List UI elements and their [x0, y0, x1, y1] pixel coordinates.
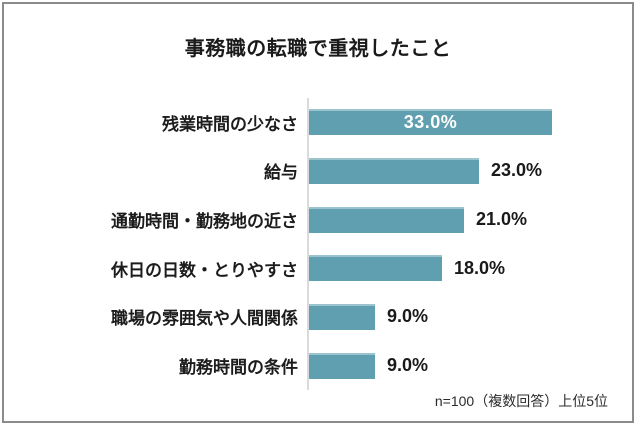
- bar-track: 33.0%: [300, 98, 632, 147]
- bar: [309, 157, 479, 184]
- category-label: 職場の雰囲気や人間関係: [111, 309, 298, 329]
- category-label: 通勤時間・勤務地の近さ: [111, 212, 298, 232]
- chart-row: 休日の日数・とりやすさ 18.0%: [4, 244, 632, 293]
- bar: 33.0%: [309, 109, 552, 136]
- bar-track: 18.0%: [300, 244, 632, 293]
- value-label: 18.0%: [454, 257, 506, 278]
- chart-row: 給与 23.0%: [4, 147, 632, 196]
- chart-row: 残業時間の少なさ 33.0%: [4, 98, 632, 147]
- bar-track: 21.0%: [300, 195, 632, 244]
- category-label: 給与: [264, 163, 298, 183]
- bar: [309, 255, 442, 282]
- chart-row: 職場の雰囲気や人間関係 9.0%: [4, 293, 632, 342]
- bar: [309, 206, 464, 233]
- vertical-axis-line: [307, 98, 309, 390]
- chart-title: 事務職の転職で重視したこと: [184, 38, 452, 60]
- value-label: 33.0%: [403, 111, 458, 132]
- category-label: 休日の日数・とりやすさ: [111, 260, 298, 280]
- bar: [309, 352, 375, 379]
- value-label: 9.0%: [387, 306, 429, 327]
- category-label: 勤務時間の条件: [179, 358, 298, 378]
- bar: [309, 303, 375, 330]
- bar-track: 9.0%: [300, 341, 632, 390]
- chart-row: 通勤時間・勤務地の近さ 21.0%: [4, 195, 632, 244]
- value-label: 23.0%: [491, 160, 543, 181]
- value-label: 21.0%: [476, 209, 528, 230]
- bar-track: 23.0%: [300, 147, 632, 196]
- chart-row: 勤務時間の条件 9.0%: [4, 341, 632, 390]
- bar-chart: 残業時間の少なさ 33.0% 給与 23.0% 通勤時間・勤務地の近さ 21.0% 休日の日…: [4, 98, 632, 390]
- sample-size-note: n=100（複数回答）上位5位: [434, 393, 608, 409]
- category-label: 残業時間の少なさ: [162, 114, 298, 134]
- value-label: 9.0%: [387, 355, 429, 376]
- bar-track: 9.0%: [300, 293, 632, 342]
- chart-rows: 残業時間の少なさ 33.0% 給与 23.0% 通勤時間・勤務地の近さ 21.0% 休日の日…: [4, 98, 632, 390]
- chart-frame: 事務職の転職で重視したこと 残業時間の少なさ 33.0% 給与 23.0% 通勤時間・勤…: [2, 2, 634, 423]
